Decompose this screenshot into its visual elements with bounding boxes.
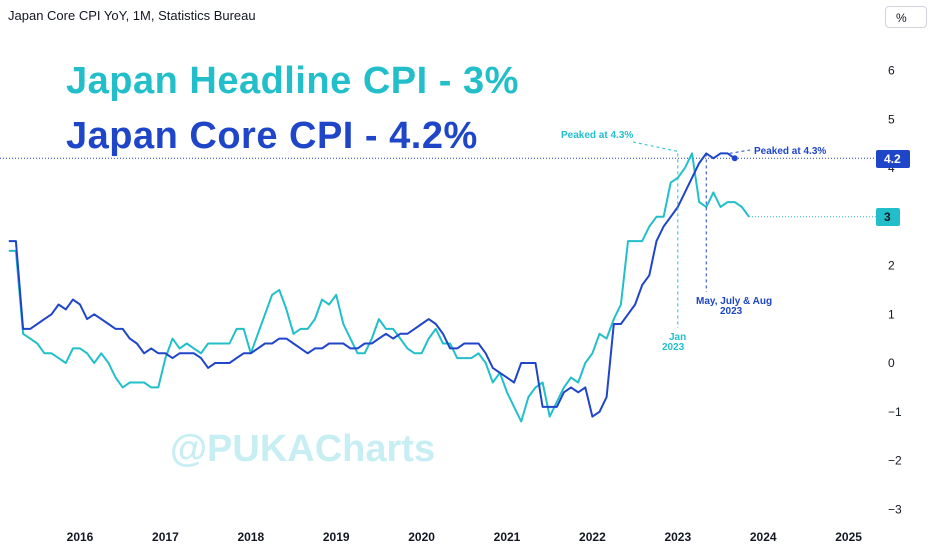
headline-peak-annotation: Peaked at 4.3% — [561, 130, 633, 141]
headline-cpi-overlay-text: Japan Headline CPI - 3% — [66, 60, 519, 102]
y-tick-label: −2 — [888, 454, 902, 468]
y-tick-label: 6 — [888, 64, 895, 78]
annotation-layer: Peaked at 4.3% Peaked at 4.3% Jan 2023 M… — [561, 130, 826, 353]
series-line — [8, 152, 736, 418]
core-peak-leader — [729, 149, 751, 154]
x-tick-label: 2016 — [67, 530, 94, 544]
x-tick-label: 2021 — [494, 530, 521, 544]
y-tick-label: −1 — [888, 405, 902, 419]
x-tick-label: 2019 — [323, 530, 350, 544]
y-tick-label: 0 — [888, 356, 895, 370]
x-tick-label: 2023 — [664, 530, 691, 544]
y-tick-label: 2 — [888, 259, 895, 273]
y-axis: 6543210−1−2−3 — [888, 64, 902, 517]
headline-peak-leader — [632, 141, 678, 152]
jan-annotation-line2: 2023 — [662, 342, 685, 353]
watermark: @PUKACharts — [170, 428, 436, 470]
x-tick-label: 2022 — [579, 530, 606, 544]
x-tick-label: 2018 — [237, 530, 264, 544]
y-tick-label: 5 — [888, 112, 895, 126]
reference-lines — [0, 157, 876, 218]
jan-annotation-line1: Jan — [669, 332, 686, 343]
chart-title: Japan Core CPI YoY, 1M, Statistics Burea… — [8, 8, 256, 23]
x-tick-label: 2025 — [835, 530, 862, 544]
core-cpi-overlay-text: Japan Core CPI - 4.2% — [66, 115, 478, 157]
series-layer — [8, 152, 750, 423]
headline-last-value-badge — [876, 208, 900, 226]
y-tick-label: 1 — [888, 307, 895, 321]
unit-selector[interactable]: % — [885, 6, 927, 28]
headline-last-value: 3 — [884, 210, 891, 224]
x-axis: 2016 2017 2018 2019 2020 2021 2022 2023 2024 2025 — [67, 530, 863, 544]
core-peak-annotation: Peaked at 4.3% — [754, 146, 826, 157]
last-value-badges: 4.2 3 — [876, 150, 910, 226]
may-annotation-line2: 2023 — [720, 306, 743, 317]
core-last-value-badge — [876, 150, 910, 168]
x-tick-label: 2020 — [408, 530, 435, 544]
y-tick-label: −3 — [888, 502, 902, 516]
x-tick-label: 2024 — [750, 530, 777, 544]
may-annotation-line1: May, July & Aug — [696, 296, 772, 307]
core-last-value: 4.2 — [884, 152, 901, 166]
x-tick-label: 2017 — [152, 530, 179, 544]
core-last-point — [731, 155, 738, 162]
series-line — [8, 152, 750, 423]
